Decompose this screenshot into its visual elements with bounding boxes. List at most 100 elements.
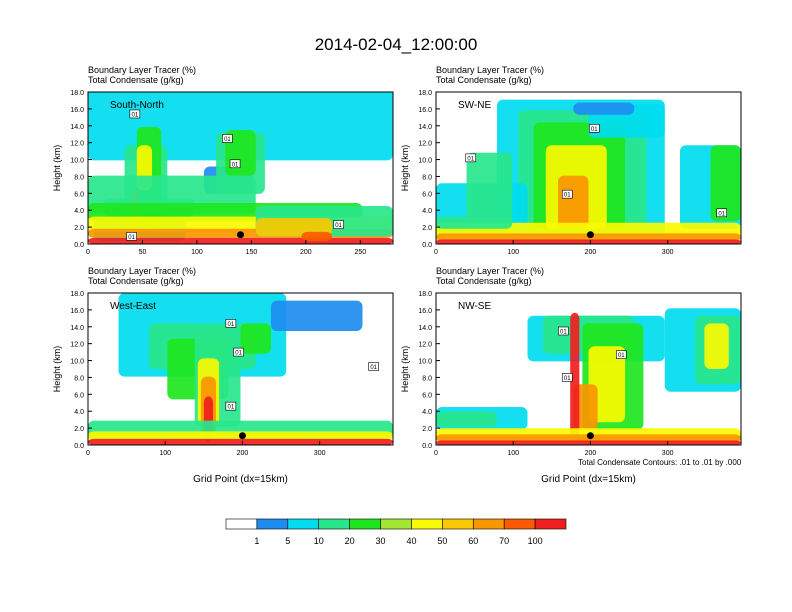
contour-label: 01 <box>131 112 138 118</box>
x-axis-label: Grid Point (dx=15km) <box>541 474 636 485</box>
contour-label-box <box>616 350 627 359</box>
colorbar-label: 1 <box>254 536 259 546</box>
x-tick-label: 200 <box>237 450 249 457</box>
colorbar-swatch <box>380 518 412 530</box>
field-region <box>436 440 741 445</box>
y-tick-label: 16.0 <box>418 308 432 315</box>
colorbar-label: 10 <box>314 536 324 546</box>
field-region <box>301 231 332 241</box>
y-tick-label: 14.0 <box>418 124 432 131</box>
contour-label: 01 <box>560 330 567 336</box>
colorbar: 1 5 10 20 30 40 50 60 70 100 <box>225 518 567 546</box>
colorbar-swatch <box>411 518 443 530</box>
panel-title-line1: Boundary Layer Tracer (%) <box>88 266 196 276</box>
y-tick-label: 18.0 <box>70 291 84 298</box>
y-tick-label: 8.0 <box>74 375 84 382</box>
x-tick-label: 250 <box>354 249 366 256</box>
shaded-field <box>436 308 741 445</box>
y-tick-label: 6.0 <box>422 392 432 399</box>
field-region <box>88 92 393 161</box>
panel-title-line1: Boundary Layer Tracer (%) <box>436 65 544 75</box>
x-tick-label: 200 <box>300 249 312 256</box>
contour-label-box <box>716 208 727 218</box>
y-tick-label: 6.0 <box>74 191 84 198</box>
y-tick-label: 18.0 <box>418 291 432 298</box>
y-tick-label: 16.0 <box>418 107 432 114</box>
contour-label-box <box>129 109 141 119</box>
contour-label: 01 <box>370 365 377 371</box>
x-tick-label: 0 <box>434 249 438 256</box>
field-region <box>436 411 497 427</box>
y-tick-label: 0.0 <box>422 242 432 249</box>
y-tick-label: 0.0 <box>422 443 432 450</box>
contour-label-box <box>558 326 569 336</box>
x-tick-label: 0 <box>86 450 90 457</box>
figure-title: 2014-02-04_12:00:00 <box>315 35 478 54</box>
colorbar-swatch <box>225 518 258 530</box>
colorbar-swatch <box>256 518 289 530</box>
y-tick-label: 8.0 <box>422 174 432 181</box>
colorbar-label: 5 <box>285 536 290 546</box>
section-label: West-East <box>110 301 156 312</box>
y-tick-label: 10.0 <box>418 359 432 366</box>
x-tick-label: 50 <box>139 249 147 256</box>
section-label: SW-NE <box>458 100 491 111</box>
field-region <box>704 323 729 369</box>
field-region <box>573 102 635 115</box>
panel-title-line2: Total Condensate (g/kg) <box>88 276 184 286</box>
x-tick-label: 200 <box>585 249 597 256</box>
x-tick-label: 200 <box>585 450 597 457</box>
contour-label-box <box>126 232 137 241</box>
y-axis-label: Height (km) <box>52 346 62 393</box>
y-tick-label: 4.0 <box>422 208 432 215</box>
field-region <box>88 438 393 445</box>
x-tick-label: 100 <box>507 249 519 256</box>
plot-frame <box>435 292 742 446</box>
colorbar-label: 60 <box>468 536 478 546</box>
contour-label-box <box>333 220 344 229</box>
y-tick-label: 14.0 <box>70 325 84 332</box>
y-tick-label: 6.0 <box>74 392 84 399</box>
colorbar-label: 70 <box>499 536 509 546</box>
shaded-field <box>436 99 741 244</box>
y-tick-label: 10.0 <box>418 158 432 165</box>
y-tick-label: 0.0 <box>74 443 84 450</box>
y-tick-label: 2.0 <box>74 426 84 433</box>
contour-label: 01 <box>224 137 231 143</box>
location-marker <box>586 231 594 239</box>
contour-label-box <box>465 153 477 163</box>
contour-label: 01 <box>591 127 598 133</box>
panel-title-line1: Boundary Layer Tracer (%) <box>436 266 544 276</box>
y-tick-label: 8.0 <box>74 174 84 181</box>
plot-frame <box>87 91 394 245</box>
x-tick-label: 300 <box>662 450 674 457</box>
colorbar-swatch <box>534 518 567 530</box>
field-region <box>558 175 589 229</box>
colorbar-swatch <box>503 518 536 530</box>
y-tick-label: 14.0 <box>418 325 432 332</box>
x-tick-label: 300 <box>662 249 674 256</box>
panel-title-line1: Boundary Layer Tracer (%) <box>88 65 196 75</box>
field-region <box>710 145 741 222</box>
y-tick-label: 2.0 <box>74 225 84 232</box>
y-axis-label: Height (km) <box>52 145 62 192</box>
contour-label-box <box>368 362 379 371</box>
contour-label-box <box>222 134 233 143</box>
contour-label-box <box>229 159 241 169</box>
y-tick-label: 16.0 <box>70 308 84 315</box>
contour-label: 01 <box>467 156 474 162</box>
y-tick-label: 6.0 <box>422 191 432 198</box>
x-tick-label: 100 <box>159 450 171 457</box>
contour-label-box <box>233 347 244 357</box>
y-axis-label: Height (km) <box>400 145 410 192</box>
x-tick-label: 0 <box>86 249 90 256</box>
y-tick-label: 4.0 <box>74 208 84 215</box>
colorbar-swatch <box>349 518 381 530</box>
y-tick-label: 8.0 <box>422 375 432 382</box>
colorbar-label: 20 <box>345 536 355 546</box>
contour-label: 01 <box>128 235 135 241</box>
field-region <box>570 312 580 442</box>
y-tick-label: 0.0 <box>74 242 84 249</box>
y-tick-label: 16.0 <box>70 107 84 114</box>
